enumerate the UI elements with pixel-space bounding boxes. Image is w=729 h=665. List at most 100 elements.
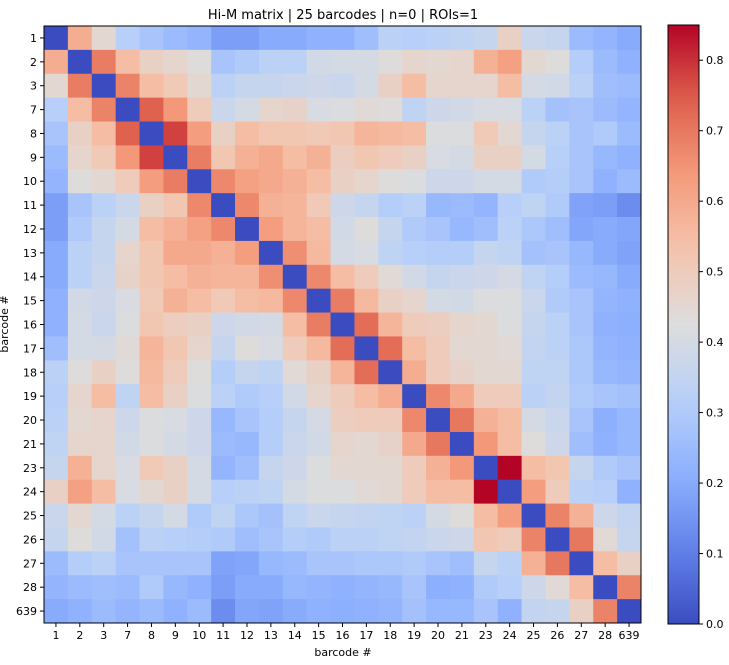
heatmap-cell: [426, 217, 451, 242]
heatmap-cell: [306, 121, 331, 146]
heatmap-cell: [258, 455, 284, 481]
heatmap-cell: [426, 360, 451, 385]
heatmap-cell: [115, 240, 140, 266]
heatmap-cell: [354, 384, 379, 409]
heatmap-cell: [67, 73, 93, 99]
heatmap-cell: [44, 240, 69, 266]
heatmap-cell: [306, 551, 331, 576]
heatmap-cell: [235, 479, 260, 504]
heatmap-cell: [235, 121, 260, 146]
heatmap-cell: [187, 264, 212, 290]
y-axis: 1237891011121314151617181920212324252627…: [16, 32, 44, 618]
heatmap-cell: [235, 73, 260, 99]
heatmap-cell: [330, 479, 355, 504]
heatmap-cell: [258, 479, 284, 504]
heatmap-cell: [617, 384, 642, 409]
heatmap-cell: [593, 73, 618, 99]
heatmap-cell: [545, 240, 570, 266]
heatmap-cell: [258, 551, 284, 576]
colorbar-tick-label: 0.8: [706, 54, 724, 67]
x-tick-label: 639: [619, 629, 640, 642]
y-tick-label: 1: [30, 32, 37, 45]
y-tick-label: 18: [23, 366, 37, 379]
heatmap-cell: [449, 455, 475, 481]
heatmap-cell: [44, 336, 69, 361]
x-tick-label: 12: [240, 629, 254, 642]
heatmap-cell: [67, 49, 93, 75]
heatmap-cell: [163, 145, 188, 170]
heatmap-cell: [67, 408, 93, 433]
heatmap-cell: [67, 121, 93, 146]
heatmap-cell: [211, 193, 236, 218]
heatmap-cell: [67, 169, 93, 194]
heatmap-cell: [282, 264, 308, 290]
heatmap-cell: [306, 360, 331, 385]
heatmap-cell: [593, 288, 618, 313]
heatmap-cell: [91, 73, 117, 99]
heatmap-cell: [569, 49, 594, 75]
heatmap-cell: [211, 575, 236, 600]
heatmap-cell: [139, 193, 164, 218]
heatmap-cell: [378, 408, 403, 433]
heatmap-cell: [497, 360, 522, 385]
heatmap-cell: [545, 193, 570, 218]
heatmap-cell: [258, 336, 284, 361]
heatmap-cell: [545, 26, 570, 51]
heatmap-cell: [306, 73, 331, 99]
heatmap-cell: [569, 193, 594, 218]
heatmap-cell: [258, 288, 284, 313]
heatmap-cell: [163, 264, 188, 290]
x-tick-label: 1: [52, 629, 59, 642]
heatmap-cell: [306, 97, 331, 122]
heatmap-cell: [139, 455, 164, 481]
heatmap-cell: [187, 145, 212, 170]
heatmap-cell: [258, 503, 284, 528]
heatmap-cell: [115, 384, 140, 409]
heatmap-cell: [378, 455, 403, 481]
heatmap-cell: [545, 264, 570, 290]
heatmap-cell: [521, 551, 546, 576]
heatmap-cell: [497, 145, 522, 170]
heatmap-cell: [402, 73, 427, 99]
heatmap-cell: [44, 503, 69, 528]
heatmap-cell: [354, 73, 379, 99]
heatmap-cell: [115, 408, 140, 433]
heatmap-cell: [163, 193, 188, 218]
heatmap-cell: [115, 551, 140, 576]
heatmap-cell: [617, 121, 642, 146]
heatmap-cell: [44, 455, 69, 481]
heatmap-cell: [282, 503, 308, 528]
heatmap-cell: [211, 217, 236, 242]
heatmap-cell: [91, 360, 117, 385]
heatmap-cell: [473, 217, 499, 242]
heatmap-cell: [402, 336, 427, 361]
heatmap-cell: [258, 360, 284, 385]
heatmap-cell: [235, 360, 260, 385]
heatmap-cell: [91, 336, 117, 361]
heatmap-cell: [497, 599, 522, 624]
heatmap-cell: [235, 26, 260, 51]
heatmap-cell: [258, 431, 284, 457]
heatmap-cell: [187, 384, 212, 409]
heatmap-cell: [235, 336, 260, 361]
heatmap-cell: [187, 527, 212, 552]
heatmap-cell: [306, 479, 331, 504]
heatmap-cell: [593, 503, 618, 528]
heatmap-cell: [139, 551, 164, 576]
heatmap-cell: [330, 527, 355, 552]
heatmap-cell: [258, 575, 284, 600]
heatmap-cell: [426, 336, 451, 361]
heatmap-cell: [617, 551, 642, 576]
heatmap-cell: [569, 408, 594, 433]
heatmap-cell: [354, 503, 379, 528]
heatmap-cell: [617, 408, 642, 433]
heatmap-cell: [115, 288, 140, 313]
heatmap-cell: [187, 599, 212, 624]
heatmap-cell: [258, 312, 284, 337]
heatmap-cell: [163, 551, 188, 576]
heatmap-cell: [378, 599, 403, 624]
heatmap-cell: [330, 599, 355, 624]
heatmap-cell: [545, 217, 570, 242]
heatmap-cell: [44, 217, 69, 242]
